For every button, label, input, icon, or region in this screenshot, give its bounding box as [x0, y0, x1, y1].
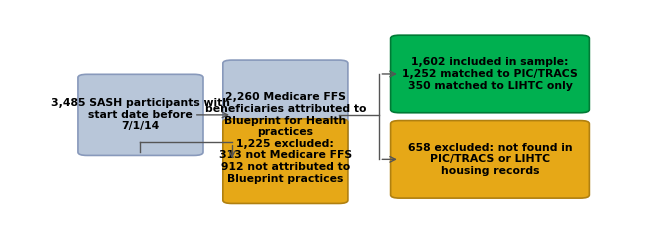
FancyBboxPatch shape — [223, 60, 348, 170]
Text: 2,260 Medicare FFS
beneficiaries attributed to
Blueprint for Health
practices: 2,260 Medicare FFS beneficiaries attribu… — [205, 92, 366, 137]
FancyBboxPatch shape — [390, 35, 589, 113]
Text: 1,602 included in sample:
1,252 matched to PIC/TRACS
350 matched to LIHTC only: 1,602 included in sample: 1,252 matched … — [402, 57, 578, 91]
FancyBboxPatch shape — [223, 119, 348, 204]
Text: 3,485 SASH participants with
start date before
7/1/14: 3,485 SASH participants with start date … — [51, 98, 230, 131]
Text: 658 excluded: not found in
PIC/TRACS or LIHTC
housing records: 658 excluded: not found in PIC/TRACS or … — [407, 143, 572, 176]
FancyBboxPatch shape — [390, 121, 589, 198]
FancyBboxPatch shape — [78, 74, 203, 155]
Text: 1,225 excluded:
313 not Medicare FFS
912 not attributed to
Blueprint practices: 1,225 excluded: 313 not Medicare FFS 912… — [219, 139, 352, 183]
